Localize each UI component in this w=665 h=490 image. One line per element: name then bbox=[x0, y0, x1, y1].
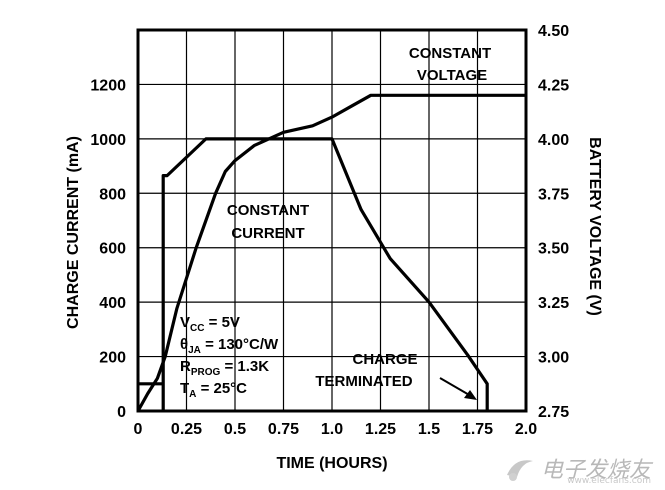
y2-tick-label: 4.50 bbox=[538, 23, 569, 40]
x-tick-label: 1.75 bbox=[462, 421, 493, 438]
y2-tick-label: 4.25 bbox=[538, 77, 569, 94]
constant-current-label-line2: CURRENT bbox=[231, 225, 304, 242]
battery-voltage-line bbox=[136, 93, 526, 412]
x-tick-label: 0.75 bbox=[268, 421, 299, 438]
test-condition: TA = 25°C bbox=[180, 380, 247, 400]
y2-tick-label: 3.00 bbox=[538, 350, 569, 367]
y2-axis-label: BATTERY VOLTAGE (V) bbox=[586, 137, 603, 316]
charge-terminated-label-line1: CHARGE bbox=[352, 351, 417, 368]
x-tick-label: 0 bbox=[134, 421, 143, 438]
y-tick-label: 800 bbox=[99, 186, 126, 203]
charge-current-line bbox=[161, 137, 489, 411]
series-layer bbox=[136, 93, 526, 412]
y-tick-label: 200 bbox=[99, 350, 126, 367]
plot-frame bbox=[136, 28, 528, 413]
y2-tick-label: 3.75 bbox=[538, 186, 569, 203]
y2-tick-label: 3.50 bbox=[538, 241, 569, 258]
x-tick-label: 1.5 bbox=[418, 421, 440, 438]
constant-voltage-label-line1: CONSTANT bbox=[409, 45, 491, 62]
y2-tick-label: 3.25 bbox=[538, 295, 569, 312]
y-tick-label: 1000 bbox=[90, 132, 126, 149]
constant-current-label-line1: CONSTANT bbox=[227, 202, 309, 219]
tick-labels: 0 0.25 0.5 0.75 1.0 1.25 1.5 1.75 2.0 0 200 400 600 8… bbox=[90, 23, 569, 438]
watermark: 电子发烧友 www.elecfans.com bbox=[503, 452, 651, 486]
y-axis-label: CHARGE CURRENT (mA) bbox=[65, 136, 82, 329]
y2-tick-label: 4.00 bbox=[538, 132, 569, 149]
y-tick-label: 600 bbox=[99, 241, 126, 258]
watermark-url: www.elecfans.com bbox=[567, 476, 651, 486]
test-condition: θJA = 130°C/W bbox=[180, 336, 279, 356]
test-condition: RPROG = 1.3K bbox=[180, 358, 269, 378]
x-tick-label: 0.25 bbox=[171, 421, 202, 438]
y2-tick-label: 2.75 bbox=[538, 404, 569, 421]
chart-grid bbox=[138, 30, 526, 411]
watermark-text: 电子发烧友 bbox=[540, 458, 651, 483]
x-tick-label: 1.0 bbox=[321, 421, 343, 438]
watermark-logo-icon bbox=[506, 460, 533, 481]
x-tick-label: 1.25 bbox=[365, 421, 396, 438]
y-tick-label: 1200 bbox=[90, 77, 126, 94]
charge-terminated-label-line2: TERMINATED bbox=[315, 373, 412, 390]
constant-voltage-label-line2: VOLTAGE bbox=[417, 67, 487, 84]
test-condition: VCC = 5V bbox=[180, 314, 240, 334]
charge-terminated-arrow bbox=[439, 377, 477, 400]
y-tick-label: 400 bbox=[99, 295, 126, 312]
x-tick-label: 0.5 bbox=[224, 421, 246, 438]
x-axis-label: TIME (HOURS) bbox=[276, 455, 387, 472]
y-tick-label: 0 bbox=[117, 404, 126, 421]
x-tick-label: 2.0 bbox=[515, 421, 537, 438]
